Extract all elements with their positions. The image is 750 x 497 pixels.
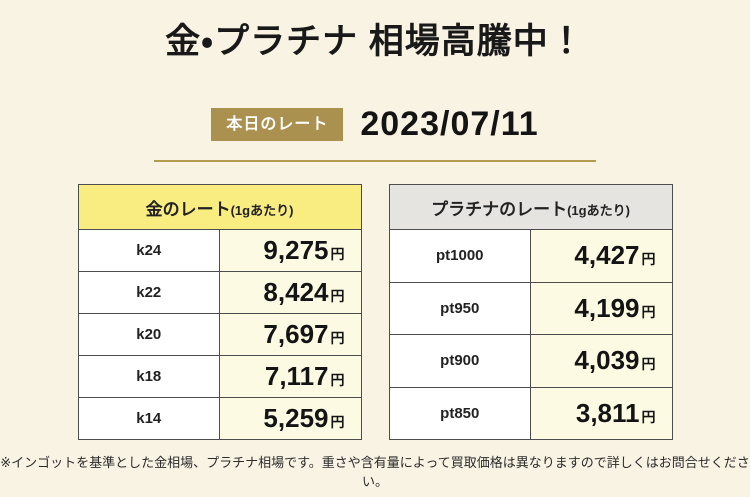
purity-label: pt1000	[388, 229, 531, 283]
table-row: pt900 4,039 円	[388, 334, 673, 388]
todays-rate-badge: 本日のレート	[211, 107, 344, 141]
platinum-table-title-suffix: (1gあたり)	[567, 202, 630, 218]
purity-label: k18	[77, 355, 220, 398]
gold-table-title: 金のレート	[145, 199, 231, 219]
todays-rate-row: 本日のレート 2023/07/11	[0, 107, 750, 141]
gold-table-title-suffix: (1gあたり)	[230, 202, 294, 218]
yen-unit: 円	[641, 408, 656, 425]
table-row: k22 8,424 円	[77, 271, 362, 314]
purity-label: k20	[77, 313, 220, 356]
table-row: k20 7,697 円	[77, 313, 362, 356]
gold-table-body: k24 9,275 円 k22 8,424 円 k20 7,697 円 k18 7,117 円 k14 5…	[77, 229, 362, 440]
platinum-rate-table: プラチナのレート(1gあたり) pt1000 4,427 円 pt950 4,199 円 p…	[388, 184, 673, 440]
price-value: 5,259 円	[219, 397, 362, 440]
table-row: pt950 4,199 円	[388, 281, 673, 335]
gold-divider-line	[154, 160, 596, 162]
price-value: 4,199 円	[530, 281, 673, 335]
page-title: 金・プラチナ 相場高騰中！	[165, 22, 585, 61]
table-row: k18 7,117 円	[77, 355, 362, 398]
yen-unit: 円	[330, 372, 345, 388]
table-row: pt850 3,811 円	[388, 386, 673, 440]
yen-unit: 円	[641, 251, 656, 268]
platinum-table-header: プラチナのレート(1gあたり)	[388, 184, 673, 230]
purity-label: k22	[77, 271, 220, 314]
table-row: k14 5,259 円	[77, 397, 362, 440]
price-value: 4,427 円	[530, 229, 673, 283]
table-row: k24 9,275 円	[77, 229, 362, 272]
rate-tables: 金のレート(1gあたり) k24 9,275 円 k22 8,424 円 k20 7,697 円…	[0, 184, 750, 440]
gold-rate-table: 金のレート(1gあたり) k24 9,275 円 k22 8,424 円 k20 7,697 円…	[77, 184, 362, 440]
price-value: 3,811 円	[530, 386, 673, 440]
table-row: pt1000 4,427 円	[388, 229, 673, 283]
yen-unit: 円	[330, 246, 345, 262]
yen-unit: 円	[641, 303, 656, 320]
platinum-table-title: プラチナのレート	[431, 199, 568, 219]
price-value: 4,039 円	[530, 334, 673, 388]
price-value: 9,275 円	[219, 229, 362, 272]
platinum-table-body: pt1000 4,427 円 pt950 4,199 円 pt900 4,039 円 pt850 3…	[388, 229, 673, 440]
price-value: 7,117 円	[219, 355, 362, 398]
rate-date: 2023/07/11	[360, 105, 539, 143]
price-value: 8,424 円	[219, 271, 362, 314]
purity-label: pt900	[388, 334, 531, 388]
purity-label: k24	[77, 229, 220, 272]
footnote: ※インゴットを基準とした金相場、プラチナ相場です。重さや含有量によって買取価格は…	[0, 455, 750, 489]
yen-unit: 円	[330, 330, 345, 346]
purity-label: pt950	[388, 281, 531, 335]
yen-unit: 円	[641, 356, 656, 373]
price-value: 7,697 円	[219, 313, 362, 356]
purity-label: k14	[77, 397, 220, 440]
yen-unit: 円	[330, 414, 345, 430]
yen-unit: 円	[330, 288, 345, 304]
purity-label: pt850	[388, 386, 531, 440]
gold-table-header: 金のレート(1gあたり)	[77, 184, 362, 230]
